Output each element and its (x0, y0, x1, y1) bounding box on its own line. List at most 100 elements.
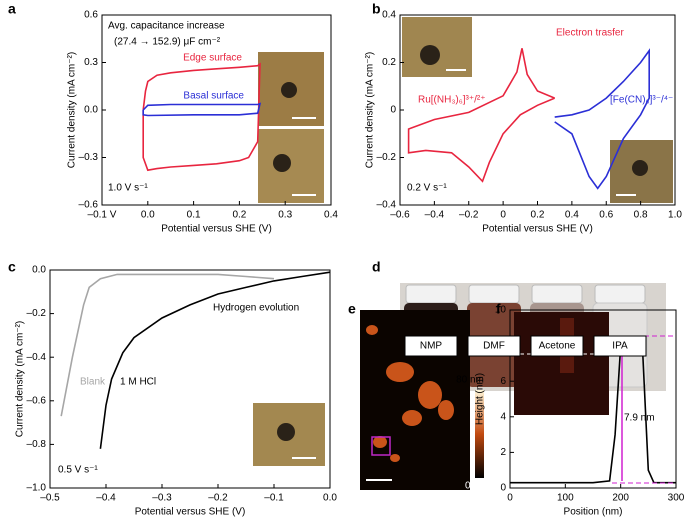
x-tick-label: –0.2 (459, 210, 479, 221)
inset-photo (402, 17, 472, 77)
y-tick-label: 0.6 (84, 10, 98, 21)
vial-label: Acetone (539, 341, 576, 352)
x-axis-label: Potential versus SHE (V) (482, 224, 593, 235)
x-tick-label: 0.3 (278, 210, 292, 221)
colorbar-label: 80 nm (456, 375, 484, 386)
x-tick-label: –0.2 (208, 493, 228, 504)
selection-box (371, 436, 391, 456)
y-tick-label: 0.0 (84, 105, 98, 116)
y-tick-label: –0.4 (377, 200, 397, 211)
x-tick-label: 0.4 (324, 210, 338, 221)
y-tick-label: 4 (500, 411, 506, 422)
series-name: Blank (80, 377, 106, 388)
series-line (99, 271, 331, 449)
x-tick-label: –0.1 (264, 493, 284, 504)
x-tick-label: 0.4 (565, 210, 579, 221)
panel-letter: d (372, 259, 381, 275)
vial-label: IPA (612, 341, 628, 352)
annotation: 1.0 V s⁻¹ (108, 183, 148, 194)
panel-letter: b (372, 1, 381, 17)
inset-droplet (277, 423, 295, 441)
y-axis-label: Height (nm) (475, 373, 486, 425)
flakes (366, 325, 454, 462)
series-line (142, 62, 261, 172)
x-tick-label: 1.0 (668, 210, 682, 221)
colorbar-label: 0 nm (465, 481, 487, 492)
series-line (407, 48, 556, 183)
vial-label: NMP (420, 341, 443, 352)
y-tick-label: –0.3 (79, 152, 99, 163)
y-tick-label: 0 (500, 483, 506, 494)
annotation: 7.9 nm (624, 413, 655, 424)
y-tick-label: –0.2 (27, 308, 47, 319)
series-name: Basal surface (183, 91, 244, 102)
x-tick-label: –0.1 V (88, 210, 117, 221)
x-tick-label: –0.4 (425, 210, 445, 221)
y-tick-label: 6 (500, 376, 506, 387)
annotation: Hydrogen evolution (213, 303, 299, 314)
vial-cap (594, 284, 646, 304)
x-tick-label: 100 (557, 493, 574, 504)
y-tick-label: 2 (500, 447, 506, 458)
vial-cap (531, 284, 583, 304)
x-tick-label: 0.2 (531, 210, 545, 221)
chart-title: Avg. capacitance increase (108, 21, 225, 32)
vial-label: DMF (483, 341, 505, 352)
series-name: 1 M HCl (120, 377, 156, 388)
y-tick-label: –1.0 (27, 483, 47, 494)
y-tick-label: 0 (390, 105, 396, 116)
series-name: [Fe(CN)₆]³⁻/⁴⁻ (610, 95, 673, 106)
y-tick-label: –0.6 (79, 200, 99, 211)
panel-letter: f (496, 301, 501, 317)
panel-letter: c (8, 259, 16, 275)
panel-letter: a (8, 1, 16, 17)
x-tick-label: 0.0 (323, 493, 337, 504)
colorbar (475, 390, 484, 478)
y-tick-label: –0.8 (27, 439, 47, 450)
y-tick-label: 10 (495, 305, 507, 316)
vial-label-box (404, 335, 458, 357)
y-axis-label: Current density (mA cm⁻²) (67, 52, 78, 168)
y-tick-label: 0.3 (84, 57, 98, 68)
vial-cap (405, 284, 457, 304)
series-name: Edge surface (183, 53, 242, 64)
x-axis-label: Potential versus SHE (V) (161, 224, 272, 235)
x-tick-label: –0.5 (40, 493, 60, 504)
series-line (142, 102, 262, 117)
inset-droplet (420, 45, 440, 65)
x-tick-label: 0 (507, 493, 513, 504)
x-axis-label: Position (nm) (564, 507, 623, 518)
annotation: 0.5 V s⁻¹ (58, 465, 98, 476)
x-tick-label: 300 (668, 493, 685, 504)
series-line (60, 273, 275, 417)
x-tick-label: –0.6 (390, 210, 410, 221)
vial-cap (468, 284, 520, 304)
plot-frame (509, 309, 677, 489)
y-tick-label: –0.4 (27, 352, 47, 363)
vial-label-box (593, 335, 647, 357)
x-tick-label: 0.2 (232, 210, 246, 221)
series-line (554, 48, 650, 190)
y-axis-label: Current density (mA cm⁻²) (365, 52, 376, 168)
y-tick-label: –0.2 (377, 152, 397, 163)
annotation: Electron trasfer (556, 28, 624, 39)
chart-subtitle: (27.4 → 152.9) μF cm⁻² (114, 37, 221, 48)
vial-label-box (530, 335, 584, 357)
x-tick-label: 0.1 (187, 210, 201, 221)
x-tick-label: 0.8 (634, 210, 648, 221)
y-tick-label: –0.6 (27, 395, 47, 406)
y-tick-label: 0.0 (32, 265, 46, 276)
x-tick-label: –0.3 (152, 493, 172, 504)
y-tick-label: 0.4 (382, 10, 396, 21)
x-tick-label: –0.4 (96, 493, 116, 504)
panel-letter: e (348, 301, 356, 317)
inset-droplet (632, 160, 648, 176)
y-axis-label: Current density (mA cm⁻²) (15, 321, 26, 437)
annotation: 0.2 V s⁻¹ (407, 183, 447, 194)
plot-frame (49, 269, 331, 489)
x-tick-label: 0.0 (141, 210, 155, 221)
x-tick-label: 0.6 (599, 210, 613, 221)
inset-photo (258, 129, 324, 203)
inset-droplet (273, 154, 291, 172)
